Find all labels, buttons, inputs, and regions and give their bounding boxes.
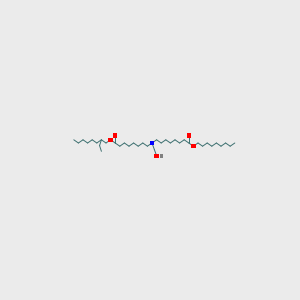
Bar (154, 154, 159, 158)
Bar (113, 133, 118, 138)
Bar (187, 133, 191, 138)
Bar (160, 154, 164, 158)
Bar (150, 141, 154, 145)
Bar (191, 144, 196, 148)
Bar (108, 137, 113, 142)
